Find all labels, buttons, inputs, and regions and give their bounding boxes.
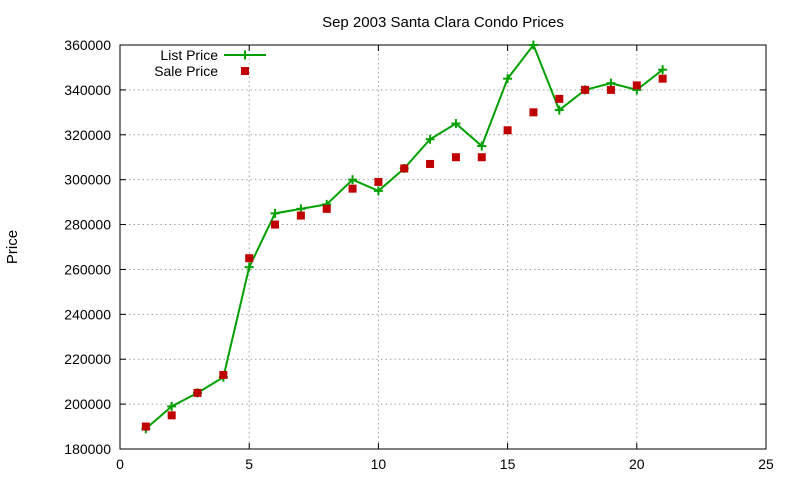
sale-price-point bbox=[322, 204, 331, 213]
y-tick-label: 280000 bbox=[64, 217, 111, 233]
y-tick-label: 320000 bbox=[64, 127, 111, 143]
list-price-point bbox=[528, 40, 538, 50]
grid bbox=[120, 45, 766, 449]
sale-price-point bbox=[141, 422, 150, 431]
sale-price-point bbox=[658, 74, 667, 83]
x-tick-label: 10 bbox=[371, 456, 387, 472]
legend-label: Sale Price bbox=[154, 63, 218, 79]
y-tick-label: 180000 bbox=[64, 441, 111, 457]
sale-price-point bbox=[581, 85, 590, 94]
list-price-point bbox=[503, 74, 513, 84]
chart-title: Sep 2003 Santa Clara Condo Prices bbox=[322, 14, 564, 31]
y-tick-label: 360000 bbox=[64, 37, 111, 53]
legend-label: List Price bbox=[160, 47, 218, 63]
sale-price-point bbox=[348, 184, 357, 193]
list-price-point bbox=[425, 134, 435, 144]
legend-plus-marker bbox=[240, 50, 250, 60]
sale-price-point bbox=[426, 159, 435, 168]
y-tick-label: 300000 bbox=[64, 172, 111, 188]
sale-price-point bbox=[167, 411, 176, 420]
x-tick-label: 0 bbox=[116, 456, 124, 472]
sale-price-point bbox=[503, 126, 512, 135]
sale-price-point bbox=[193, 388, 202, 397]
y-tick-label: 240000 bbox=[64, 306, 111, 322]
series-sale-price bbox=[141, 74, 667, 431]
list-price-point bbox=[244, 262, 254, 272]
sale-price-point bbox=[296, 211, 305, 220]
x-tick-label: 20 bbox=[629, 456, 645, 472]
y-tick-label: 260000 bbox=[64, 261, 111, 277]
series bbox=[141, 40, 668, 434]
axis-ticks: 0 5 10 15 20 25 180000 200000 220000 240000 260000… bbox=[64, 37, 774, 472]
x-tick-label: 15 bbox=[500, 456, 516, 472]
sale-price-point bbox=[271, 220, 280, 229]
sale-price-point bbox=[374, 177, 383, 186]
list-price-point bbox=[451, 119, 461, 129]
y-tick-label: 200000 bbox=[64, 396, 111, 412]
y-tick-label: 340000 bbox=[64, 82, 111, 98]
plot-frame bbox=[119, 44, 767, 450]
list-price-point bbox=[348, 175, 358, 185]
list-price-point bbox=[554, 105, 564, 115]
sale-price-point bbox=[400, 164, 409, 173]
sale-price-point bbox=[245, 254, 254, 263]
sale-price-point bbox=[555, 94, 564, 103]
legend-square-marker bbox=[241, 67, 249, 75]
sale-price-point bbox=[451, 153, 460, 162]
sale-price-point bbox=[606, 85, 615, 94]
list-price-point bbox=[658, 65, 668, 75]
x-tick-label: 25 bbox=[758, 456, 774, 472]
list-price-point bbox=[270, 208, 280, 218]
sale-price-point bbox=[529, 108, 538, 117]
x-tick-label: 5 bbox=[245, 456, 253, 472]
y-axis-label: Price bbox=[4, 230, 21, 264]
list-price-point bbox=[477, 141, 487, 151]
list-price-point bbox=[167, 401, 177, 411]
sale-price-point bbox=[477, 153, 486, 162]
sale-price-point bbox=[632, 81, 641, 90]
list-price-point bbox=[373, 186, 383, 196]
y-tick-label: 220000 bbox=[64, 351, 111, 367]
sale-price-point bbox=[219, 370, 228, 379]
